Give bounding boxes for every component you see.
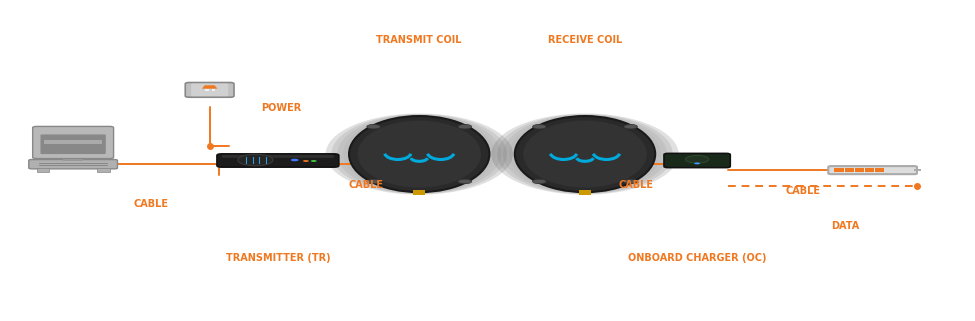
Ellipse shape — [515, 116, 655, 192]
Ellipse shape — [326, 114, 513, 195]
Circle shape — [624, 125, 638, 129]
Ellipse shape — [337, 115, 501, 193]
FancyBboxPatch shape — [40, 134, 105, 154]
FancyBboxPatch shape — [829, 166, 916, 174]
FancyBboxPatch shape — [33, 126, 113, 159]
Polygon shape — [202, 85, 217, 89]
Text: TRANSMIT COIL: TRANSMIT COIL — [376, 35, 462, 45]
Circle shape — [532, 179, 546, 184]
FancyBboxPatch shape — [216, 154, 339, 167]
FancyBboxPatch shape — [221, 155, 333, 158]
Text: CABLE: CABLE — [786, 186, 821, 196]
Bar — [63, 159, 83, 160]
Circle shape — [532, 125, 546, 129]
FancyBboxPatch shape — [664, 153, 730, 168]
FancyBboxPatch shape — [28, 160, 118, 169]
Circle shape — [303, 160, 309, 162]
Circle shape — [624, 179, 638, 184]
Text: CABLE: CABLE — [618, 179, 653, 190]
Circle shape — [367, 179, 380, 184]
Bar — [413, 190, 425, 195]
Circle shape — [694, 162, 700, 164]
Bar — [212, 89, 215, 91]
Circle shape — [238, 154, 273, 166]
Circle shape — [685, 155, 709, 163]
Ellipse shape — [358, 121, 481, 187]
Text: DATA: DATA — [832, 221, 859, 231]
Ellipse shape — [497, 114, 673, 194]
Text: CABLE: CABLE — [134, 199, 169, 209]
Bar — [579, 190, 591, 195]
FancyBboxPatch shape — [185, 82, 234, 97]
Text: TRANSMITTER (TR): TRANSMITTER (TR) — [225, 253, 331, 264]
Ellipse shape — [524, 121, 646, 187]
Circle shape — [458, 125, 472, 129]
Bar — [36, 168, 49, 172]
Text: RECEIVE COIL: RECEIVE COIL — [548, 35, 622, 45]
Bar — [915, 169, 920, 171]
Ellipse shape — [332, 114, 507, 194]
Ellipse shape — [491, 114, 679, 195]
Bar — [45, 140, 101, 144]
Circle shape — [311, 160, 317, 162]
Text: POWER: POWER — [261, 102, 301, 113]
Bar — [205, 89, 209, 91]
Ellipse shape — [349, 116, 489, 192]
Circle shape — [458, 179, 472, 184]
Bar — [97, 168, 109, 172]
Bar — [835, 168, 884, 172]
FancyBboxPatch shape — [191, 83, 228, 96]
Circle shape — [291, 159, 298, 161]
Circle shape — [367, 125, 380, 129]
Text: CABLE: CABLE — [348, 179, 383, 190]
Ellipse shape — [503, 115, 667, 193]
Text: ONBOARD CHARGER (OC): ONBOARD CHARGER (OC) — [628, 253, 766, 264]
